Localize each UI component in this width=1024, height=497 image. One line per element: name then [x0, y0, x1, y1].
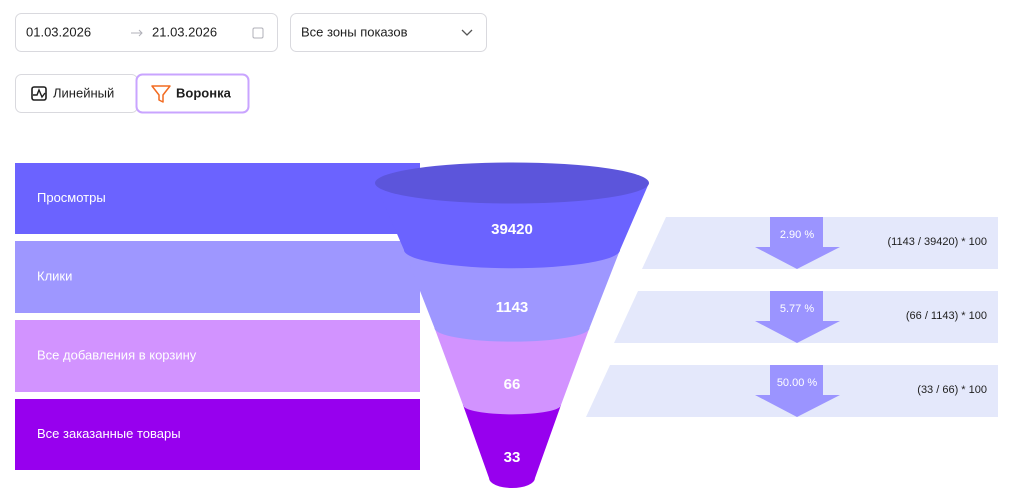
conversion-formula: (66 / 1143) * 100: [906, 310, 987, 322]
stage-label: Клики: [37, 268, 72, 283]
stage-band: [15, 241, 420, 313]
conversion-arrow: [755, 365, 840, 417]
stage-label: Все заказанные товары: [37, 426, 181, 441]
date-from: 01.03.2026: [26, 24, 91, 39]
funnel-value: 66: [504, 376, 521, 393]
tab-funnel[interactable]: [135, 73, 250, 114]
stage-band: [15, 163, 420, 234]
conversion-arrow: [755, 217, 840, 269]
date-to: 21.03.2026: [152, 24, 217, 39]
funnel-segment: [434, 328, 590, 415]
conversion-arrow: [755, 291, 840, 343]
funnel-value: 33: [504, 449, 521, 466]
line-chart-icon-line: [33, 88, 46, 99]
stage-band: [15, 399, 420, 470]
zone-select-label: Все зоны показов: [301, 24, 408, 39]
funnel-segment: [375, 183, 649, 269]
conversion-rate: 2.90 %: [780, 229, 814, 241]
line-chart-icon: [31, 86, 47, 101]
date-range-picker[interactable]: [15, 13, 278, 52]
funnel-segment: [404, 250, 620, 342]
tab-label: Линейный: [53, 85, 114, 100]
funnel-value: 39420: [491, 221, 533, 238]
conversion-rate: 50.00 %: [777, 377, 818, 389]
conversion-formula: (1143 / 39420) * 100: [888, 236, 987, 248]
stage-label: Просмотры: [37, 190, 106, 205]
range-arrow: [131, 29, 143, 37]
funnel-icon: [151, 85, 171, 103]
chevron-icon: [461, 29, 473, 36]
calendar-icon[interactable]: [252, 27, 264, 39]
conversion-formula: (33 / 66) * 100: [917, 384, 987, 396]
stage-band: [15, 320, 420, 392]
tab-label: Воронка: [176, 85, 232, 100]
funnel-segment: [463, 405, 561, 488]
stage-label: Все добавления в корзину: [37, 347, 197, 362]
funnel-chart: Просмотры Клики Все добавления в корзину Вс…: [15, 162, 998, 488]
funnel-value: 1143: [496, 299, 529, 316]
zone-select[interactable]: [290, 13, 487, 52]
funnel-segment-top: [375, 162, 649, 204]
conversion-rate: 5.77 %: [780, 303, 814, 315]
